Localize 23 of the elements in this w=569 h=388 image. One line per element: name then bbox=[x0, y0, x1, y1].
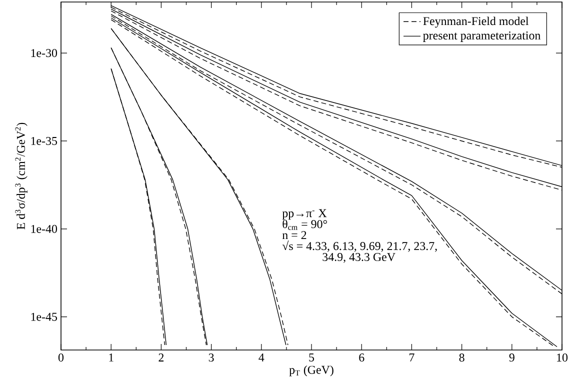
x-tick-label: 7 bbox=[409, 354, 414, 362]
annotation: n = 2 bbox=[282, 231, 306, 240]
annotation: pp→π$^{-}$ X bbox=[282, 209, 327, 220]
y-tick-label: 1e-30 bbox=[31, 49, 58, 58]
x-tick-label: 10 bbox=[557, 354, 568, 362]
x-tick-label: 0 bbox=[58, 354, 64, 362]
x-tick-label: 2 bbox=[158, 354, 164, 362]
y-tick-label: 1e-40 bbox=[31, 224, 58, 233]
x-tick-label: 4 bbox=[258, 354, 264, 362]
legend-label: Feynman-Field model bbox=[423, 16, 529, 28]
y-tick-label: 1e-35 bbox=[31, 136, 58, 145]
x-tick-label: 1 bbox=[109, 354, 114, 362]
legend-label: present parameterization bbox=[423, 31, 541, 42]
x-axis-title: p$_{T}$ (GeV) bbox=[289, 365, 334, 376]
y-tick-label: 1e-45 bbox=[31, 312, 58, 321]
x-tick-label: 9 bbox=[509, 354, 514, 362]
x-tick-label: 3 bbox=[208, 354, 214, 362]
x-tick-label: 8 bbox=[459, 354, 464, 362]
x-tick-label: 5 bbox=[309, 354, 314, 362]
text: E d$^{3}$σ/dp$^{3}$ (cm$^{2}$/GeV$^{2}$) bbox=[15, 122, 28, 230]
x-tick-label: 6 bbox=[359, 354, 364, 362]
annotation: √s = 4.33, 6.13, 9.69, 21.7, 23.7, 34.9, 43.3 GeV bbox=[282, 240, 437, 263]
annotation: θ$_{cm}$ = 90° bbox=[282, 220, 327, 230]
